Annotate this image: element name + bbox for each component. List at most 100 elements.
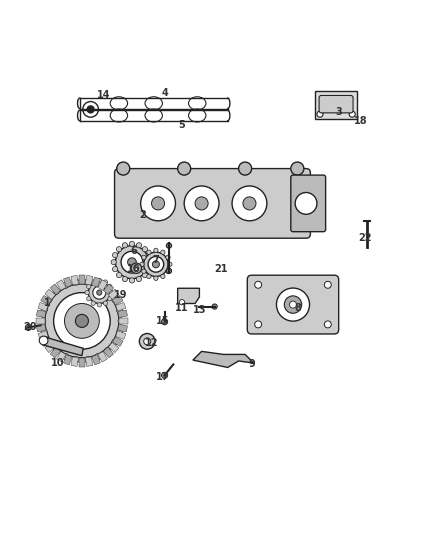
Text: 10: 10 — [51, 358, 65, 368]
Text: 11: 11 — [175, 303, 189, 313]
Circle shape — [116, 246, 148, 279]
Polygon shape — [36, 324, 46, 332]
Circle shape — [40, 318, 46, 324]
Circle shape — [239, 162, 252, 175]
Circle shape — [254, 321, 261, 328]
Polygon shape — [64, 354, 72, 365]
Circle shape — [139, 334, 155, 349]
Polygon shape — [85, 276, 93, 285]
Circle shape — [112, 339, 118, 345]
FancyBboxPatch shape — [247, 275, 339, 334]
Circle shape — [97, 303, 102, 307]
Polygon shape — [36, 310, 46, 318]
FancyBboxPatch shape — [115, 168, 311, 238]
Circle shape — [129, 278, 134, 283]
Polygon shape — [98, 351, 107, 362]
Circle shape — [113, 253, 118, 258]
Polygon shape — [45, 289, 56, 300]
Text: 12: 12 — [145, 338, 158, 348]
Polygon shape — [43, 337, 83, 356]
Circle shape — [141, 186, 176, 221]
Text: 9: 9 — [248, 359, 255, 369]
Polygon shape — [193, 351, 254, 367]
Polygon shape — [71, 276, 78, 285]
Circle shape — [103, 280, 108, 284]
Circle shape — [85, 279, 91, 285]
Polygon shape — [41, 337, 51, 346]
Polygon shape — [92, 277, 100, 287]
Polygon shape — [71, 357, 78, 366]
Polygon shape — [119, 318, 127, 324]
Circle shape — [161, 250, 165, 254]
Circle shape — [134, 266, 138, 270]
Text: 15: 15 — [155, 316, 169, 326]
Text: 2: 2 — [139, 210, 146, 220]
Circle shape — [232, 186, 267, 221]
Circle shape — [41, 307, 47, 313]
Circle shape — [95, 282, 101, 288]
Circle shape — [46, 297, 52, 303]
Circle shape — [25, 325, 32, 330]
Polygon shape — [57, 280, 66, 290]
Circle shape — [75, 314, 88, 327]
Circle shape — [110, 290, 114, 295]
Circle shape — [184, 186, 219, 221]
Circle shape — [140, 262, 144, 266]
Circle shape — [141, 255, 146, 260]
Text: 16: 16 — [127, 264, 141, 273]
Circle shape — [105, 348, 111, 353]
Circle shape — [317, 111, 323, 117]
Circle shape — [166, 255, 170, 260]
Circle shape — [63, 282, 69, 288]
Polygon shape — [103, 284, 113, 295]
Circle shape — [53, 348, 59, 353]
Circle shape — [324, 281, 331, 288]
Circle shape — [144, 338, 151, 345]
Circle shape — [147, 250, 151, 254]
Circle shape — [64, 303, 99, 338]
Polygon shape — [118, 324, 127, 332]
Polygon shape — [92, 354, 100, 365]
Polygon shape — [79, 358, 85, 367]
Circle shape — [39, 336, 48, 345]
Circle shape — [162, 319, 168, 325]
Circle shape — [136, 277, 141, 281]
Circle shape — [324, 321, 331, 328]
Circle shape — [117, 272, 122, 278]
Circle shape — [152, 197, 165, 210]
Circle shape — [103, 301, 108, 305]
Circle shape — [117, 329, 123, 335]
Circle shape — [254, 281, 261, 288]
Circle shape — [97, 278, 102, 282]
Circle shape — [146, 266, 152, 272]
Circle shape — [127, 258, 136, 266]
Circle shape — [73, 357, 79, 363]
Circle shape — [166, 269, 170, 273]
Circle shape — [87, 296, 91, 301]
Circle shape — [144, 252, 168, 277]
Polygon shape — [108, 342, 119, 353]
Text: 20: 20 — [23, 322, 36, 333]
Text: 17: 17 — [155, 373, 169, 383]
Polygon shape — [36, 318, 45, 324]
Circle shape — [122, 277, 127, 281]
Circle shape — [46, 339, 52, 345]
Polygon shape — [116, 302, 126, 311]
Circle shape — [122, 243, 127, 248]
Polygon shape — [108, 289, 119, 300]
Circle shape — [41, 329, 47, 335]
Circle shape — [162, 372, 168, 378]
Circle shape — [141, 269, 146, 273]
Text: 21: 21 — [215, 264, 228, 273]
Circle shape — [105, 288, 111, 294]
Text: 4: 4 — [161, 88, 168, 98]
Circle shape — [195, 197, 208, 210]
Circle shape — [85, 290, 89, 295]
Circle shape — [112, 297, 118, 303]
Circle shape — [91, 301, 95, 305]
Circle shape — [284, 296, 302, 313]
Polygon shape — [41, 295, 51, 305]
Text: 14: 14 — [97, 90, 110, 100]
Polygon shape — [85, 357, 93, 366]
Polygon shape — [45, 342, 56, 353]
